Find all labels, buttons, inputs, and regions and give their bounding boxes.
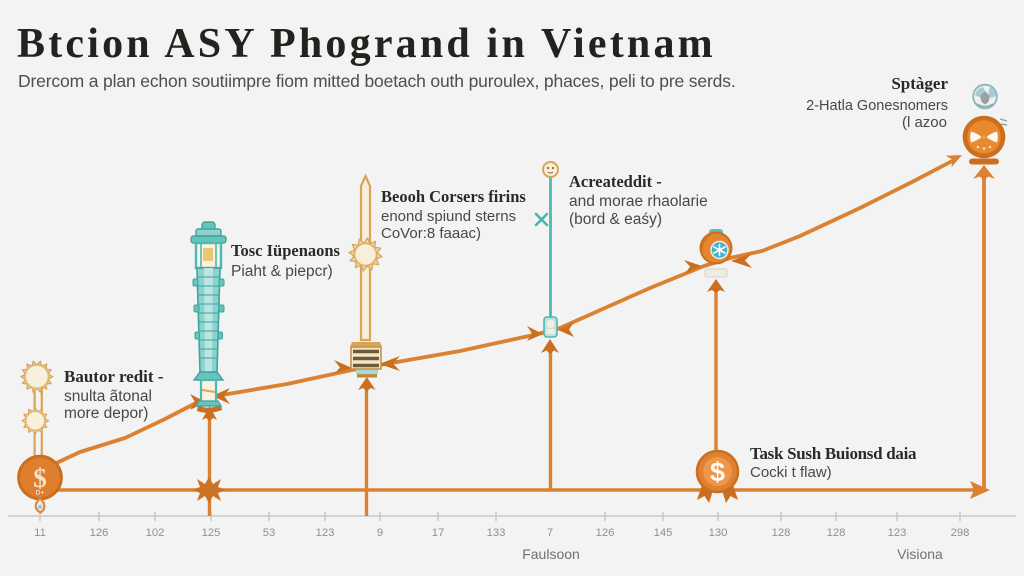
svg-text:D+: D+ — [36, 490, 45, 497]
svg-text:$: $ — [710, 457, 725, 487]
svg-text:$: $ — [33, 463, 47, 493]
